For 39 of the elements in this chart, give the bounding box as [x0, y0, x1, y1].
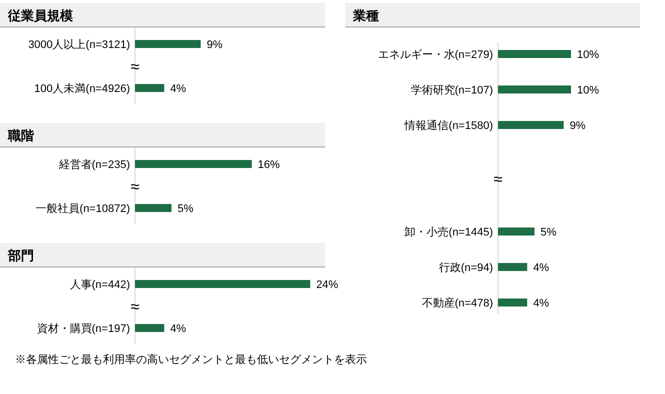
data-label: 10%	[577, 49, 600, 61]
data-label: 5%	[540, 226, 557, 238]
chart-title: 従業員規模	[7, 8, 73, 23]
data-label: 4%	[170, 83, 186, 95]
data-label: 4%	[533, 298, 550, 310]
y-tick-label: 不動産(n=478)	[422, 296, 493, 310]
y-tick-label: 経営者(n=235)	[58, 158, 130, 171]
annotation: ≈	[130, 179, 140, 196]
y-tick-label: 資材・購買(n=197)	[36, 322, 130, 335]
annotation: ≈	[494, 171, 503, 188]
data-label: 16%	[258, 159, 280, 171]
text: 業種	[352, 8, 379, 23]
y-tick-label: エネルギー・水(n=279)	[378, 48, 493, 61]
data-label: 4%	[533, 262, 550, 274]
y-tick-label: 人事(n=442)	[70, 278, 130, 291]
data-label: 5%	[178, 203, 194, 215]
data-label: 9%	[570, 120, 586, 132]
annotation: ≈	[130, 299, 140, 316]
data-label: 10%	[577, 84, 600, 96]
y-tick-label: 情報通信(n=1580)	[404, 119, 493, 132]
bar	[498, 228, 534, 236]
bar	[498, 86, 571, 94]
bar	[498, 263, 528, 271]
y-tick-label: 学術研究(n=107)	[410, 84, 493, 96]
data-label: 9%	[206, 39, 223, 51]
text: ※各属性ごと最も利用率の高いセグメントと最も低いセグメントを表示	[15, 353, 367, 366]
y-tick-label: 卸・小売(n=1445)	[404, 226, 493, 238]
data-label: 24%	[316, 279, 338, 291]
text: 職階	[7, 128, 35, 143]
bar	[498, 298, 528, 306]
y-tick-label: 行政(n=94)	[438, 262, 493, 274]
bar	[498, 121, 564, 129]
y-tick-label: 一般社員(n=10872)	[36, 202, 130, 215]
data-label: 4%	[170, 323, 186, 335]
y-tick-label: 100人未満(n=4926)	[34, 82, 130, 95]
text: 部門	[7, 248, 34, 263]
annotation: ≈	[130, 59, 140, 76]
bar	[498, 50, 571, 58]
y-tick-label: 3000人以上(n=3121)	[28, 38, 130, 51]
